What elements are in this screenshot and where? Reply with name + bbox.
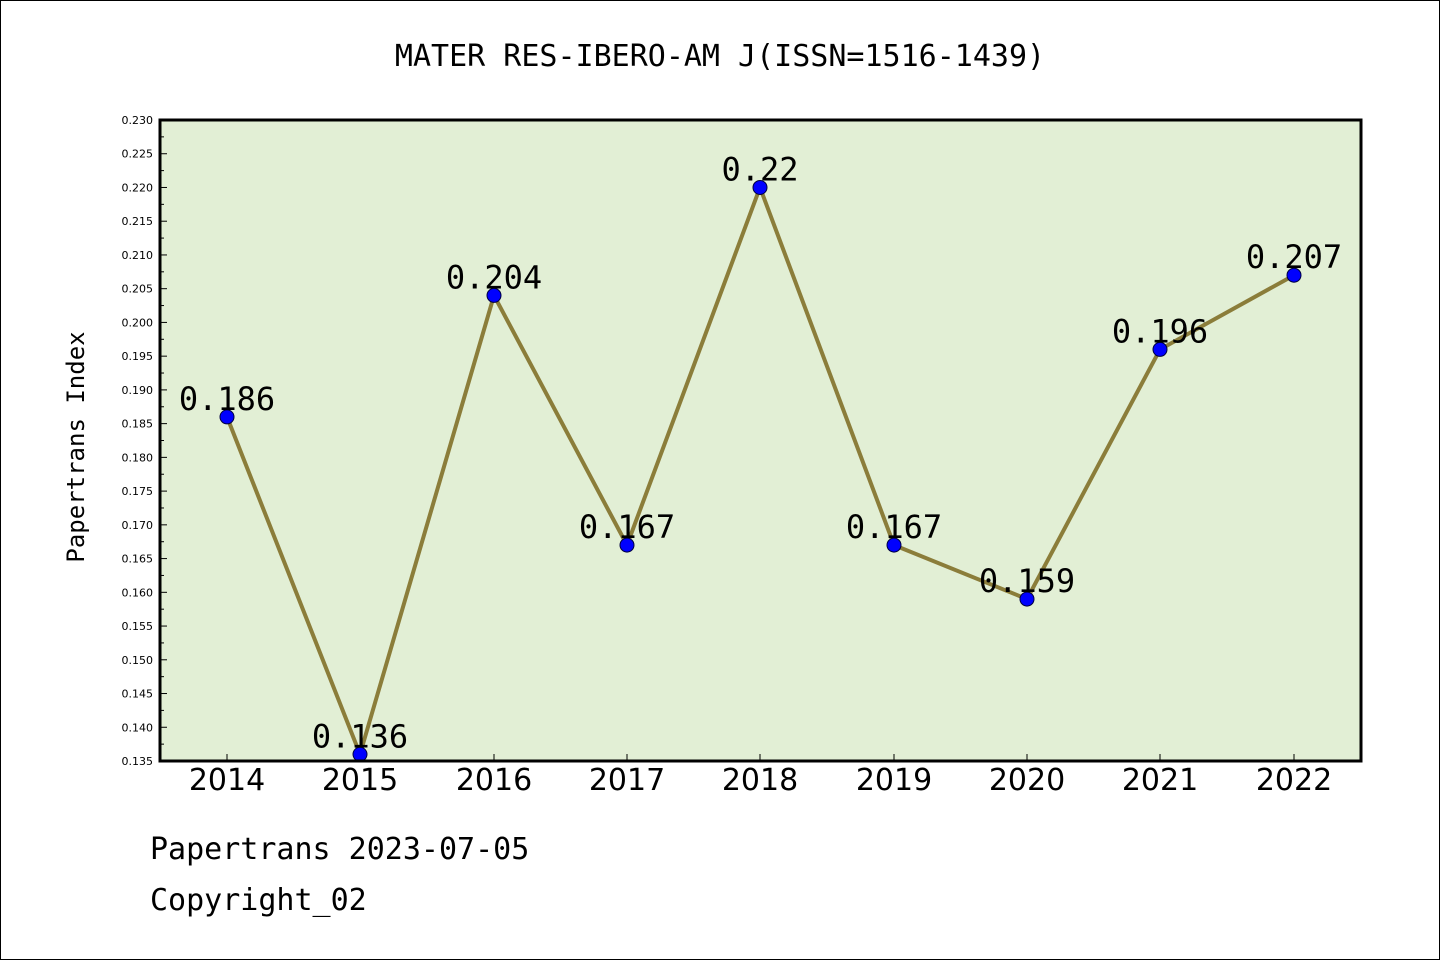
data-label: 0.136 — [312, 717, 408, 755]
data-label: 0.204 — [446, 258, 542, 296]
plot-area — [160, 120, 1361, 761]
data-point — [1286, 267, 1302, 283]
data-label: 0.207 — [1246, 238, 1342, 276]
footer-copyright-text: Copyright_02 — [150, 883, 367, 918]
y-tick-label: 0.165 — [122, 553, 154, 566]
data-label: 0.196 — [1112, 312, 1208, 350]
y-tick-label: 0.230 — [122, 114, 154, 127]
data-label: 0.167 — [846, 508, 942, 546]
x-axis-ticks: 2014 2015 2016 2017 2018 2019 2020 2021 2022 — [189, 754, 1332, 798]
x-tick-label: 2015 — [322, 763, 398, 798]
y-tick-label: 0.175 — [122, 485, 154, 498]
y-tick-label: 0.185 — [122, 418, 154, 431]
y-tick-label: 0.190 — [122, 384, 154, 397]
y-tick-label: 0.195 — [122, 350, 154, 363]
x-tick-label: 2022 — [1256, 763, 1332, 798]
x-tick-label: 2014 — [189, 763, 265, 798]
y-tick-label: 0.140 — [122, 721, 154, 734]
x-tick-label: 2017 — [589, 763, 665, 798]
data-point — [886, 537, 902, 553]
y-tick-label: 0.135 — [122, 755, 154, 768]
y-tick-label: 0.205 — [122, 283, 154, 296]
x-tick-label: 2021 — [1122, 763, 1198, 798]
data-point — [752, 179, 768, 195]
x-tick-label: 2019 — [856, 763, 932, 798]
footer-date-text: Papertrans 2023-07-05 — [150, 832, 530, 867]
y-tick-label: 0.150 — [122, 654, 154, 667]
y-axis-label: Papertrans Index — [62, 331, 90, 562]
data-label: 0.167 — [579, 508, 675, 546]
data-labels: 0.186 0.136 0.204 0.167 0.22 0.167 0.159 0.196 0… — [179, 150, 1342, 755]
y-tick-label: 0.215 — [122, 215, 154, 228]
y-tick-label: 0.180 — [122, 451, 154, 464]
y-tick-label: 0.170 — [122, 519, 154, 532]
data-point — [619, 537, 635, 553]
y-tick-label: 0.145 — [122, 688, 154, 701]
y-tick-label: 0.220 — [122, 181, 154, 194]
plot-border — [158, 118, 1363, 763]
x-tick-label: 2016 — [456, 763, 532, 798]
data-point — [486, 287, 502, 303]
data-label: 0.159 — [979, 562, 1075, 600]
y-tick-label: 0.225 — [122, 148, 154, 161]
y-tick-label: 0.210 — [122, 249, 154, 262]
x-tick-label: 2020 — [989, 763, 1065, 798]
data-point — [1152, 341, 1168, 357]
data-label: 0.22 — [721, 150, 798, 188]
y-tick-label: 0.200 — [122, 316, 154, 329]
data-label: 0.186 — [179, 380, 275, 418]
data-point — [1019, 591, 1035, 607]
y-tick-label: 0.160 — [122, 586, 154, 599]
y-tick-label: 0.155 — [122, 620, 154, 633]
chart-title: MATER RES-IBERO-AM J(ISSN=1516-1439) — [395, 39, 1045, 74]
data-point — [219, 409, 235, 425]
x-tick-label: 2018 — [722, 763, 798, 798]
y-axis-ticks: 0.135 0.140 0.145 0.150 0.155 0.160 0.165 0.170… — [122, 114, 167, 768]
